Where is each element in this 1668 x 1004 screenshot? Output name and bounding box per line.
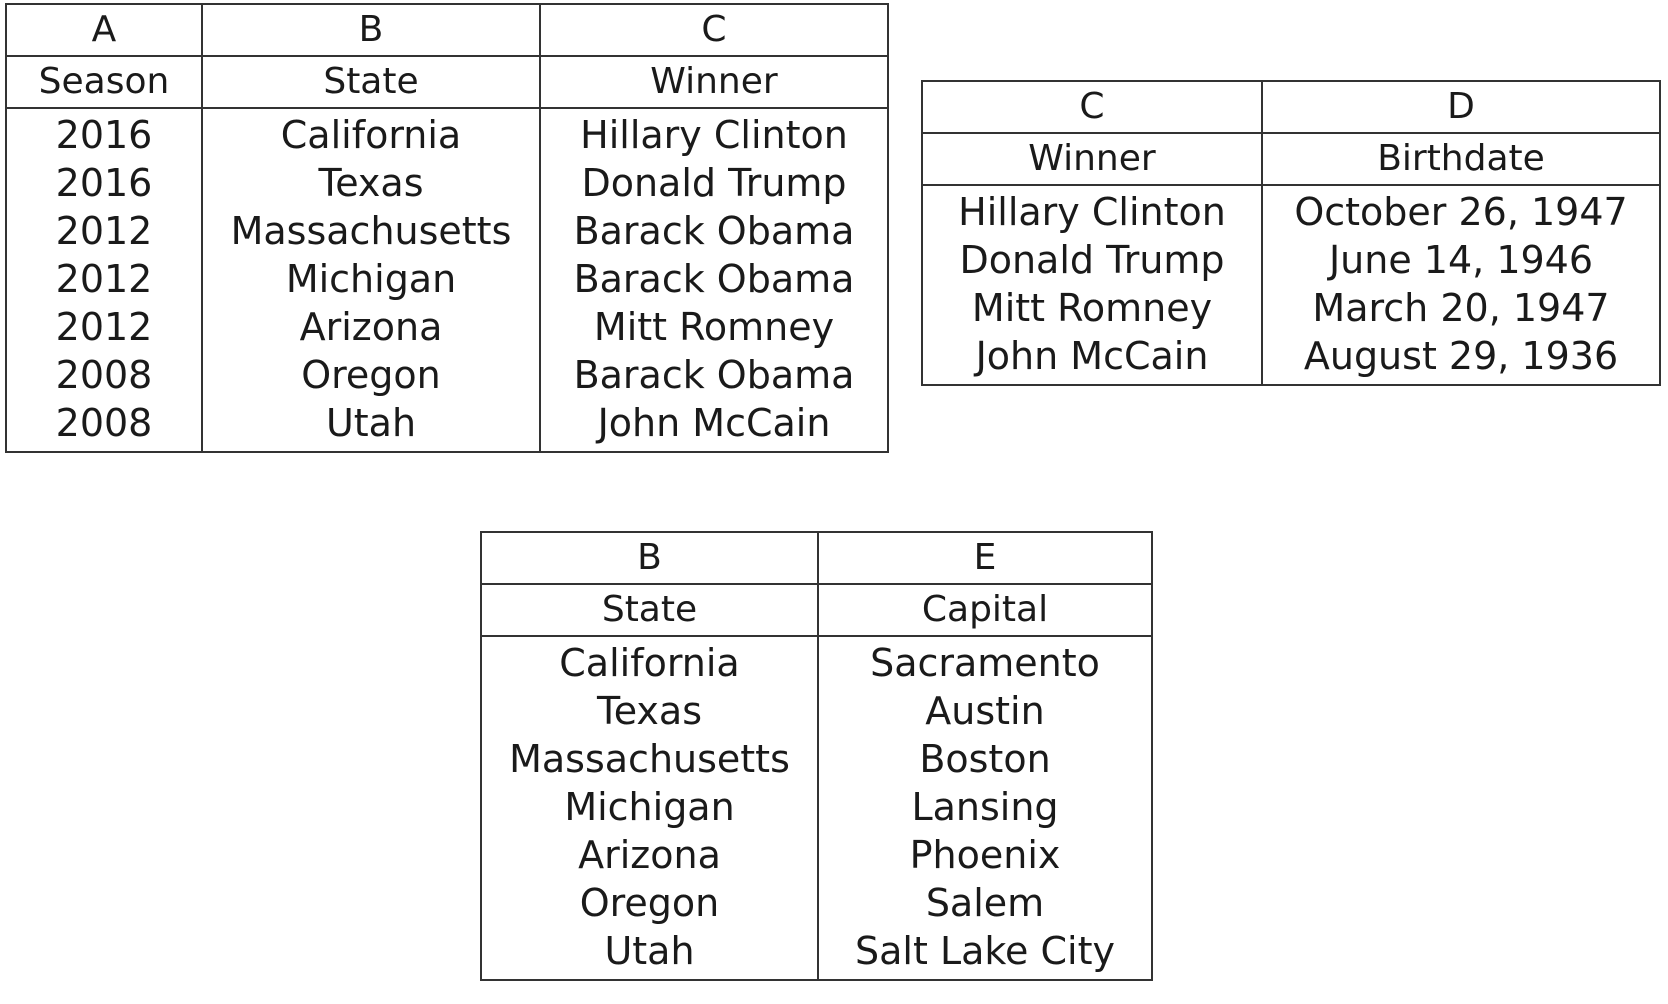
column-letter-row: B E [481,532,1152,585]
table-cell: March 20, 1947 [1261,284,1660,332]
column-header-row: Season State Winner [6,56,888,109]
table-row: 2012 Arizona Mitt Romney [6,303,888,351]
column-header: Season [6,56,202,109]
table-cell: Salem [817,879,1152,927]
table-cell: Barack Obama [539,351,888,399]
table-cell: October 26, 1947 [1261,185,1660,236]
table-row: Oregon Salem [481,879,1152,927]
table-cell: John McCain [975,334,1209,378]
table-cell: Sacramento [817,636,1152,687]
column-letter: C [922,81,1262,134]
table-row: Mitt Romney March 20, 1947 [922,284,1660,332]
table-cell: Massachusetts [509,737,790,781]
table-cell: Utah [604,929,695,973]
column-letter: D [1261,81,1660,134]
table-cell: California [559,641,740,685]
table-cell: Barack Obama [539,207,888,255]
table-cell: 2012 [55,209,153,253]
table-cell: Texas [596,689,703,733]
table-row: Texas Austin [481,687,1152,735]
table-cell: Lansing [817,783,1152,831]
table-row: Michigan Lansing [481,783,1152,831]
column-header: Winner [922,133,1262,186]
column-header: State [481,584,818,637]
column-letter: C [539,4,888,57]
table-cell: Boston [817,735,1152,783]
table-cell: August 29, 1936 [1261,332,1660,385]
table-cell: Donald Trump [959,238,1225,282]
column-header: Winner [539,56,888,109]
table-cell: Phoenix [817,831,1152,879]
column-header: Birthdate [1261,133,1660,186]
column-letter: B [201,4,540,57]
column-header: Capital [817,584,1152,637]
table-cell: Utah [201,399,540,452]
table-cell: Barack Obama [539,255,888,303]
table-cell: 2016 [55,113,153,157]
table-row: 2008 Utah John McCain [6,399,888,452]
table-row: 2008 Oregon Barack Obama [6,351,888,399]
state-capital-table: B E State Capital California Sacramento … [480,531,1153,981]
table-row: 2012 Michigan Barack Obama [6,255,888,303]
column-letter-row: C D [922,81,1660,134]
table-cell: Austin [817,687,1152,735]
table-cell: Michigan [564,785,735,829]
table-cell: 2008 [55,353,153,397]
table-cell: 2016 [55,161,153,205]
column-header-row: State Capital [481,584,1152,637]
column-header: State [201,56,540,109]
table-cell: Arizona [201,303,540,351]
table-cell: June 14, 1946 [1261,236,1660,284]
table-row: Utah Salt Lake City [481,927,1152,980]
table-cell: Arizona [578,833,721,877]
table-cell: Massachusetts [201,207,540,255]
season-state-winner-table: A B C Season State Winner 2016 Californi… [5,3,889,453]
table-cell: 2012 [55,257,153,301]
table-cell: Hillary Clinton [539,108,888,159]
table-cell: Mitt Romney [971,286,1213,330]
table-cell: Mitt Romney [539,303,888,351]
winner-birthdate-table: C D Winner Birthdate Hillary Clinton Oct… [921,80,1661,386]
table-row: California Sacramento [481,636,1152,687]
column-header-row: Winner Birthdate [922,133,1660,186]
table-cell: Oregon [201,351,540,399]
column-letter: B [481,532,818,585]
table-row: Hillary Clinton October 26, 1947 [922,185,1660,236]
table-row: Massachusetts Boston [481,735,1152,783]
table-row: 2012 Massachusetts Barack Obama [6,207,888,255]
column-letter-row: A B C [6,4,888,57]
table-cell: Donald Trump [539,159,888,207]
table-cell: Texas [201,159,540,207]
table-cell: Salt Lake City [817,927,1152,980]
table-row: 2016 Texas Donald Trump [6,159,888,207]
table-cell: 2008 [55,401,153,445]
table-row: Donald Trump June 14, 1946 [922,236,1660,284]
table-cell: California [201,108,540,159]
table-row: 2016 California Hillary Clinton [6,108,888,159]
table-row: Arizona Phoenix [481,831,1152,879]
table-cell: Michigan [201,255,540,303]
table-cell: John McCain [539,399,888,452]
table-cell: 2012 [55,305,153,349]
table-row: John McCain August 29, 1936 [922,332,1660,385]
column-letter: E [817,532,1152,585]
table-cell: Hillary Clinton [958,190,1226,234]
table-cell: Oregon [579,881,720,925]
column-letter: A [6,4,202,57]
